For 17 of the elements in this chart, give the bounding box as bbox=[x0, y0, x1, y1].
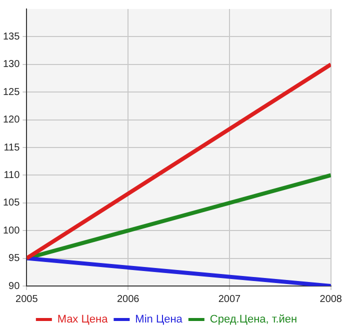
x-tick-label: 2006 bbox=[116, 294, 140, 305]
y-tick-label: 125 bbox=[2, 86, 20, 98]
legend-label: Max Цена bbox=[57, 314, 109, 326]
x-tick-label: 2005 bbox=[16, 294, 38, 305]
legend-label: Сред.Цена, т.йен bbox=[210, 314, 298, 326]
y-tick-label: 105 bbox=[2, 198, 20, 209]
y-tick-label: 95 bbox=[8, 253, 20, 264]
y-tick-label: 110 bbox=[4, 170, 20, 181]
y-tick-label: 120 bbox=[2, 114, 20, 126]
y-tick-label: 135 bbox=[2, 31, 20, 42]
x-tick-label: 2007 bbox=[218, 294, 242, 305]
legend-label: Min Цена bbox=[135, 314, 184, 326]
y-tick-label: 90 bbox=[8, 280, 20, 292]
y-tick-label: 100 bbox=[2, 225, 20, 236]
x-tick-label: 2008 bbox=[320, 294, 342, 305]
y-tick-label: 115 bbox=[4, 142, 20, 154]
y-tick-label: 130 bbox=[2, 59, 20, 70]
